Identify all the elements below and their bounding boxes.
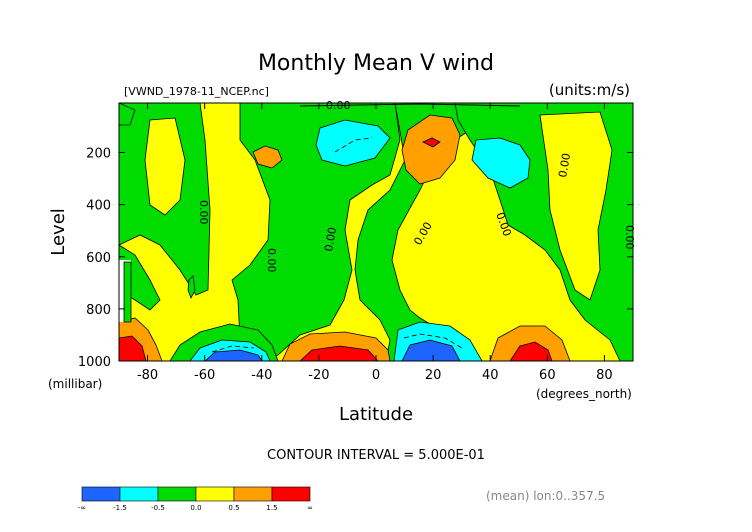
fill-blue-surface-equator xyxy=(401,339,461,361)
x-tick-label: -40 xyxy=(251,368,272,383)
x-tick-label: -20 xyxy=(308,368,329,383)
y-tick-label: 600 xyxy=(86,251,111,266)
zero-label: 0.00 xyxy=(197,200,210,225)
fill-red-surface-mid xyxy=(299,345,379,361)
y-axis: 200 400 600 800 1000 xyxy=(78,147,633,370)
zero-label: 0.00 xyxy=(322,226,339,252)
fill-green-left-column xyxy=(119,103,136,126)
fill-red-upper-core xyxy=(422,137,441,148)
fill-orange-upper xyxy=(401,114,461,185)
contour-dashed-south xyxy=(211,345,255,353)
contour-fills xyxy=(119,103,633,361)
zero-label: 0.00 xyxy=(556,152,573,178)
fill-cyan-right xyxy=(471,137,531,189)
contour-dashed-upper xyxy=(334,137,373,153)
x-axis-label: Latitude xyxy=(339,404,413,425)
fill-red-surface-north xyxy=(509,341,553,361)
fill-yellow-north-inner xyxy=(539,111,613,301)
x-tick-label: -60 xyxy=(194,368,215,383)
x-axis: -80 -60 -40 -20 0 20 40 60 80 xyxy=(137,103,613,383)
zero-label: 0.00 xyxy=(326,99,351,112)
y-axis-units: (millibar) xyxy=(48,377,102,391)
fill-blue-surface-south xyxy=(204,349,263,361)
legend-swatch xyxy=(81,486,121,502)
chart-subtitle-right: (units:m/s) xyxy=(549,81,630,99)
contour-zero-top xyxy=(299,103,521,107)
fill-green-south-upper-inner xyxy=(144,117,186,216)
legend-label: 0.0 xyxy=(190,504,201,512)
y-axis-label: Level xyxy=(48,208,69,256)
x-tick-label: 60 xyxy=(539,368,556,383)
x-tick-label: 40 xyxy=(482,368,499,383)
fill-green-notch-edge xyxy=(123,261,132,323)
color-legend: -∞ -1.5 -0.5 0.0 0.5 1.5 ∞ xyxy=(78,486,313,512)
zero-label: 0.00 xyxy=(265,248,278,273)
contour-dashed-equator xyxy=(403,333,463,349)
legend-label: -0.5 xyxy=(151,504,165,512)
x-tick-label: 20 xyxy=(425,368,442,383)
legend-swatch xyxy=(157,486,197,502)
x-tick-label: 80 xyxy=(596,368,613,383)
fill-green-central xyxy=(231,103,401,361)
legend-label: 0.5 xyxy=(228,504,239,512)
legend-label: -∞ xyxy=(78,504,86,512)
footer-text: (mean) lon:0..357.5 xyxy=(486,489,605,503)
chart-title: Monthly Mean V wind xyxy=(258,51,494,76)
legend-label: 1.5 xyxy=(266,504,277,512)
x-tick-label: -80 xyxy=(137,368,158,383)
chart-subtitle-left: [VWND_1978-11_NCEP.nc] xyxy=(124,85,269,98)
y-tick-label: 800 xyxy=(86,303,111,318)
legend-swatch xyxy=(119,486,159,502)
legend-swatch xyxy=(271,486,311,502)
zero-label: 0.00 xyxy=(623,225,636,250)
fill-green-small-spot xyxy=(187,275,196,299)
fill-red-surface-pole xyxy=(119,335,147,361)
fill-cyan-upper xyxy=(315,119,391,167)
y-tick-label: 400 xyxy=(86,199,111,214)
legend-swatch xyxy=(195,486,235,502)
x-tick-label: 0 xyxy=(372,368,380,383)
y-tick-label: 200 xyxy=(86,147,111,162)
contour-interval-text: CONTOUR INTERVAL = 5.000E-01 xyxy=(267,448,485,463)
fill-orange-small xyxy=(252,145,283,169)
legend-label: ∞ xyxy=(307,504,313,512)
legend-swatch xyxy=(233,486,273,502)
y-tick-label: 1000 xyxy=(78,355,111,370)
x-axis-units: (degrees_north) xyxy=(536,387,632,401)
legend-label: -1.5 xyxy=(113,504,127,512)
